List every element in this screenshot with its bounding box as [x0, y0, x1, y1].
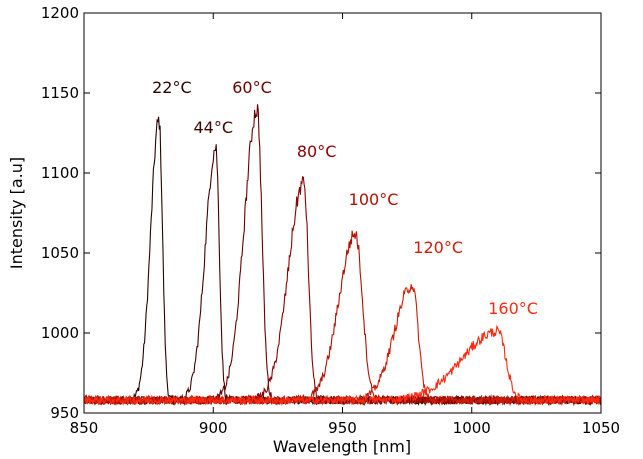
series-label-5: 100°C [349, 190, 399, 209]
y-tick-label: 1200 [41, 4, 79, 22]
x-tick-label: 950 [328, 419, 357, 437]
y-tick-label: 1100 [41, 164, 79, 182]
series-label-3: 60°C [232, 78, 272, 97]
series-label-7: 160°C [488, 299, 538, 318]
series-labels: 22°C 44°C 60°C 80°C 100°C 120°C 160°C [152, 78, 538, 318]
x-tick-label: 850 [70, 419, 99, 437]
ticks-layer: 850 900 950 1000 1050 950 1000 1050 1100 1150 1200 [41, 4, 620, 437]
series-label-2: 44°C [193, 118, 233, 137]
series-label-4: 80°C [297, 142, 337, 161]
series-line-7 [84, 324, 601, 406]
plot-background [84, 13, 601, 413]
y-tick-label: 950 [50, 404, 79, 422]
y-tick-label: 1150 [41, 84, 79, 102]
series-label-6: 120°C [413, 238, 463, 257]
series-layer [84, 104, 601, 407]
x-tick-label: 1000 [453, 419, 491, 437]
series-label-1: 22°C [152, 78, 192, 97]
y-tick-label: 1050 [41, 244, 79, 262]
x-tick-label: 900 [199, 419, 228, 437]
x-tick-label: 1050 [582, 419, 620, 437]
y-axis-title: Intensity [a.u] [7, 157, 26, 269]
y-tick-label: 1000 [41, 324, 79, 342]
x-axis-title: Wavelength [nm] [273, 437, 411, 456]
